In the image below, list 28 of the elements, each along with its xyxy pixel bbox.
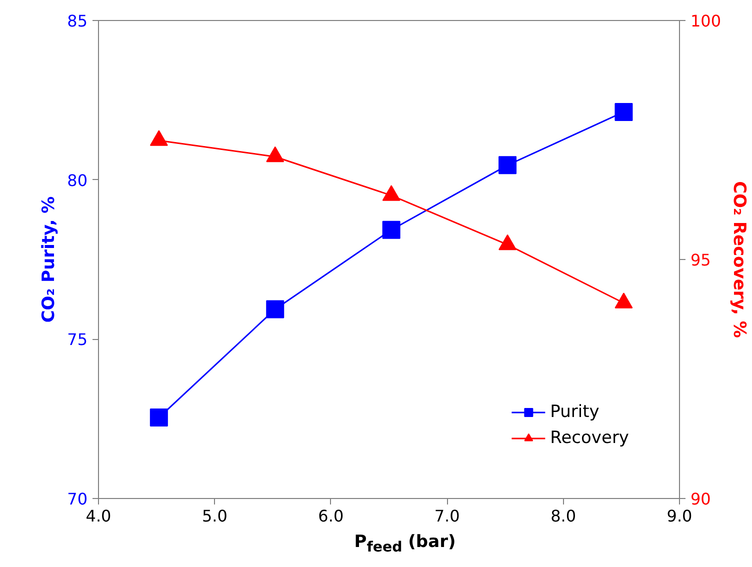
y-tick-label: 80 <box>67 170 88 190</box>
y2-tick-label: 90 <box>690 490 711 508</box>
point <box>498 156 517 174</box>
y-tick-label: 70 <box>67 490 88 508</box>
y-tick-label: 85 <box>67 12 88 30</box>
point <box>382 185 400 201</box>
x-tick-label: 6.0 <box>318 506 344 526</box>
y-tick-label: 75 <box>67 330 88 350</box>
y2-axis-title: CO₂ Recovery, % <box>729 181 750 338</box>
x-tick-label: 9.0 <box>666 506 692 526</box>
legend-label: Purity <box>550 402 600 422</box>
point <box>150 408 168 427</box>
x-tick-label: 7.0 <box>434 506 460 526</box>
x-tick-label: 4.0 <box>86 506 112 526</box>
y-axis-title: CO₂ Purity, % <box>39 196 60 323</box>
point <box>614 102 633 121</box>
point <box>614 292 633 308</box>
point <box>498 234 517 250</box>
y2-tick-label: 100 <box>690 12 722 30</box>
x-tick-label: 5.0 <box>202 506 228 526</box>
legend-label: Recovery <box>550 428 629 448</box>
x-tick-label: 8.0 <box>550 506 576 526</box>
x-axis-title: P$_{feed}$ (bar) <box>353 531 457 558</box>
point <box>266 146 284 162</box>
point <box>382 220 400 239</box>
point <box>150 130 168 146</box>
point <box>266 300 284 318</box>
y2-tick-label: 95 <box>690 250 711 270</box>
